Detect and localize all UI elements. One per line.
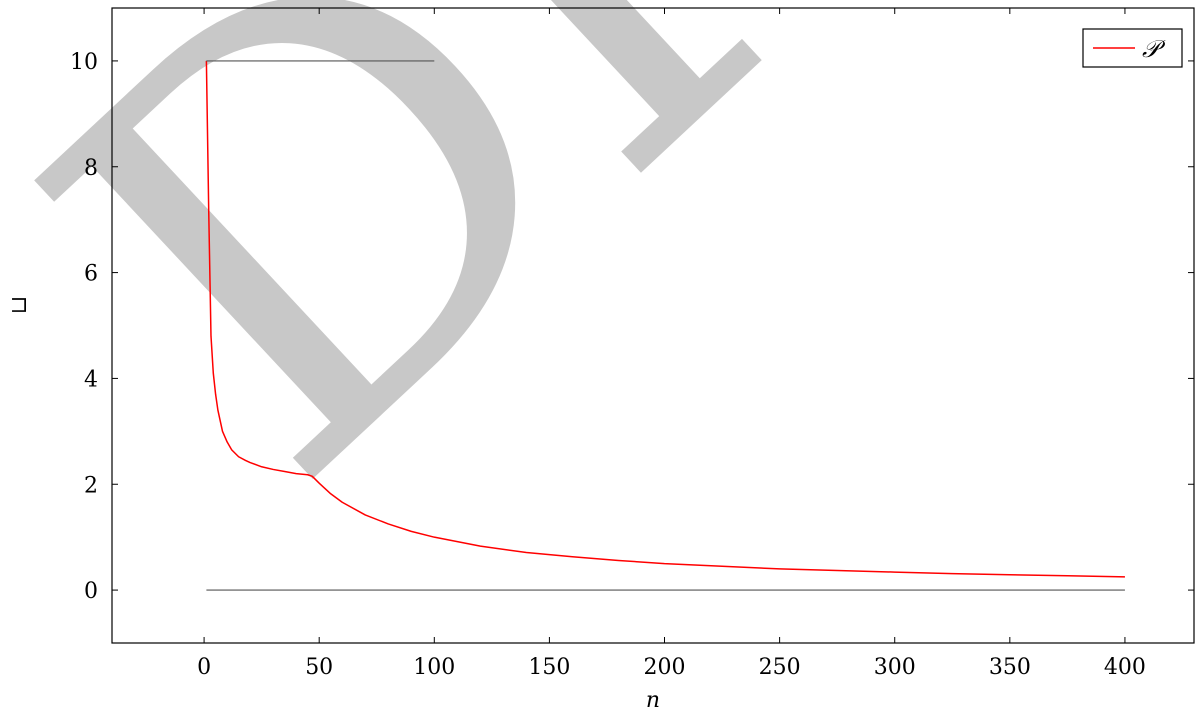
x-tick-label-0: 0 [197, 655, 211, 680]
x-tick-label-2: 100 [413, 655, 455, 680]
draft-watermark: DRAFT [0, 0, 1200, 597]
y-tick-label-4: 8 [84, 156, 98, 181]
plot-frame [111, 7, 1195, 644]
x-axis-label: n [646, 688, 660, 712]
y-tick-labels: 0 2 4 6 8 10 [70, 50, 98, 604]
watermark-text: DRAFT [0, 0, 1200, 597]
series-layer [205, 60, 1125, 591]
y-tick-label-1: 2 [84, 473, 98, 498]
x-tick-label-7: 350 [989, 655, 1031, 680]
y-tick-label-2: 4 [84, 367, 98, 392]
y-tick-label-0: 0 [84, 579, 98, 604]
x-tick-label-3: 150 [528, 655, 570, 680]
y-axis-label: ⊔ [7, 296, 32, 314]
x-tick-labels: 0 50 100 150 200 250 300 350 400 [197, 655, 1146, 680]
x-tick-label-5: 250 [759, 655, 801, 680]
y-tick-label-5: 10 [70, 50, 98, 75]
x-tick-label-6: 300 [874, 655, 916, 680]
axis-ticks [112, 8, 1194, 643]
x-tick-label-4: 200 [644, 655, 686, 680]
series-line-P [205, 60, 1125, 578]
x-tick-label-8: 400 [1104, 655, 1146, 680]
legend: 𝒫 [1082, 28, 1183, 68]
y-tick-label-3: 6 [84, 262, 98, 287]
x-tick-label-1: 50 [305, 655, 333, 680]
